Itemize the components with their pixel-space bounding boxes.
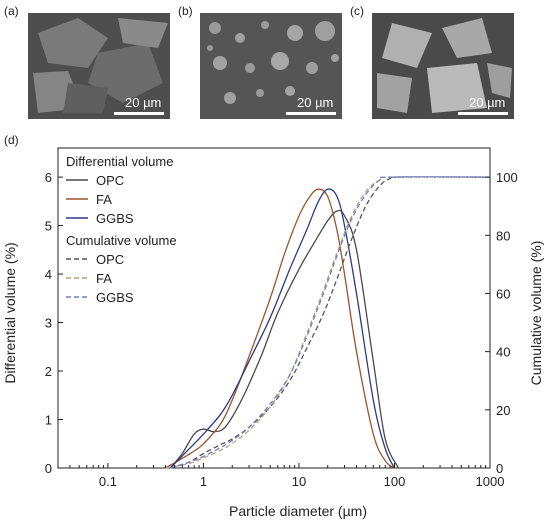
series-line-cumulative-fa bbox=[165, 176, 491, 469]
scale-label-b: 20 µm bbox=[297, 95, 334, 110]
series-layer bbox=[165, 176, 491, 469]
y-left-tick-label: 4 bbox=[45, 267, 52, 282]
legend-entry: GGBS bbox=[96, 290, 134, 305]
sem-texture-ggbs bbox=[377, 18, 512, 113]
x-tick-label: 1 bbox=[200, 474, 207, 489]
y-right-tick-label: 100 bbox=[496, 170, 518, 185]
legend-entry: FA bbox=[96, 192, 112, 207]
legend-entry: OPC bbox=[96, 173, 124, 188]
panel-label-c: (c) bbox=[350, 4, 364, 18]
y-right-tick-label: 20 bbox=[496, 403, 510, 418]
series-line-cumulative-opc bbox=[170, 176, 491, 469]
series-line-differential-opc bbox=[169, 209, 399, 469]
sem-texture-fa bbox=[207, 21, 339, 104]
y-left-tick-label: 6 bbox=[45, 170, 52, 185]
scale-bar-a bbox=[114, 112, 164, 115]
legend-entry: OPC bbox=[96, 252, 124, 267]
legend-entry: FA bbox=[96, 271, 112, 286]
sem-image-opc: 20 µm bbox=[28, 13, 170, 119]
plot-border bbox=[57, 147, 491, 469]
sem-image-fa: 20 µm bbox=[200, 13, 342, 119]
x-tick-label: 100 bbox=[384, 474, 406, 489]
scale-bar-b bbox=[286, 112, 336, 115]
x-tick-label: 1000 bbox=[476, 474, 505, 489]
legend-entry: GGBS bbox=[96, 211, 134, 226]
sem-texture-opc bbox=[33, 18, 168, 113]
legend-title-cumulative: Cumulative volume bbox=[66, 233, 177, 248]
y-left-tick-label: 5 bbox=[45, 219, 52, 234]
plot-frame bbox=[57, 147, 491, 469]
scale-label-a: 20 µm bbox=[125, 95, 162, 110]
x-tick-label: 10 bbox=[292, 474, 306, 489]
y-right-tick-label: 60 bbox=[496, 286, 510, 301]
y-right-tick-label: 40 bbox=[496, 345, 510, 360]
y-left-tick-label: 2 bbox=[45, 364, 52, 379]
sem-image-ggbs: 20 µm bbox=[372, 13, 514, 119]
y-left-tick-label: 1 bbox=[45, 413, 52, 428]
y-right-tick-label: 0 bbox=[496, 461, 503, 476]
panel-label-a: (a) bbox=[4, 4, 19, 18]
series-line-differential-ggbs bbox=[169, 188, 396, 469]
legend-title-differential: Differential volume bbox=[66, 154, 173, 169]
y-axis-label-right: Cumulative volume (%) bbox=[528, 241, 544, 386]
y-left-tick-label: 0 bbox=[45, 461, 52, 476]
legend: Differential volume OPC FA GGBS Cumulative v… bbox=[66, 154, 177, 305]
series-line-cumulative-ggbs bbox=[170, 176, 491, 469]
y-axis-label-left: Differential volume (%) bbox=[2, 242, 18, 383]
scale-bar-c bbox=[458, 112, 508, 115]
panel-label-d: (d) bbox=[4, 133, 19, 147]
series-line-differential-fa bbox=[165, 188, 395, 469]
panel-label-b: (b) bbox=[178, 4, 193, 18]
x-axis-label: Particle diameter (µm) bbox=[229, 503, 367, 519]
y-left-tick-label: 3 bbox=[45, 316, 52, 331]
x-tick-label: 0.1 bbox=[99, 474, 117, 489]
scale-label-c: 20 µm bbox=[469, 95, 506, 110]
y-right-tick-label: 80 bbox=[496, 228, 510, 243]
